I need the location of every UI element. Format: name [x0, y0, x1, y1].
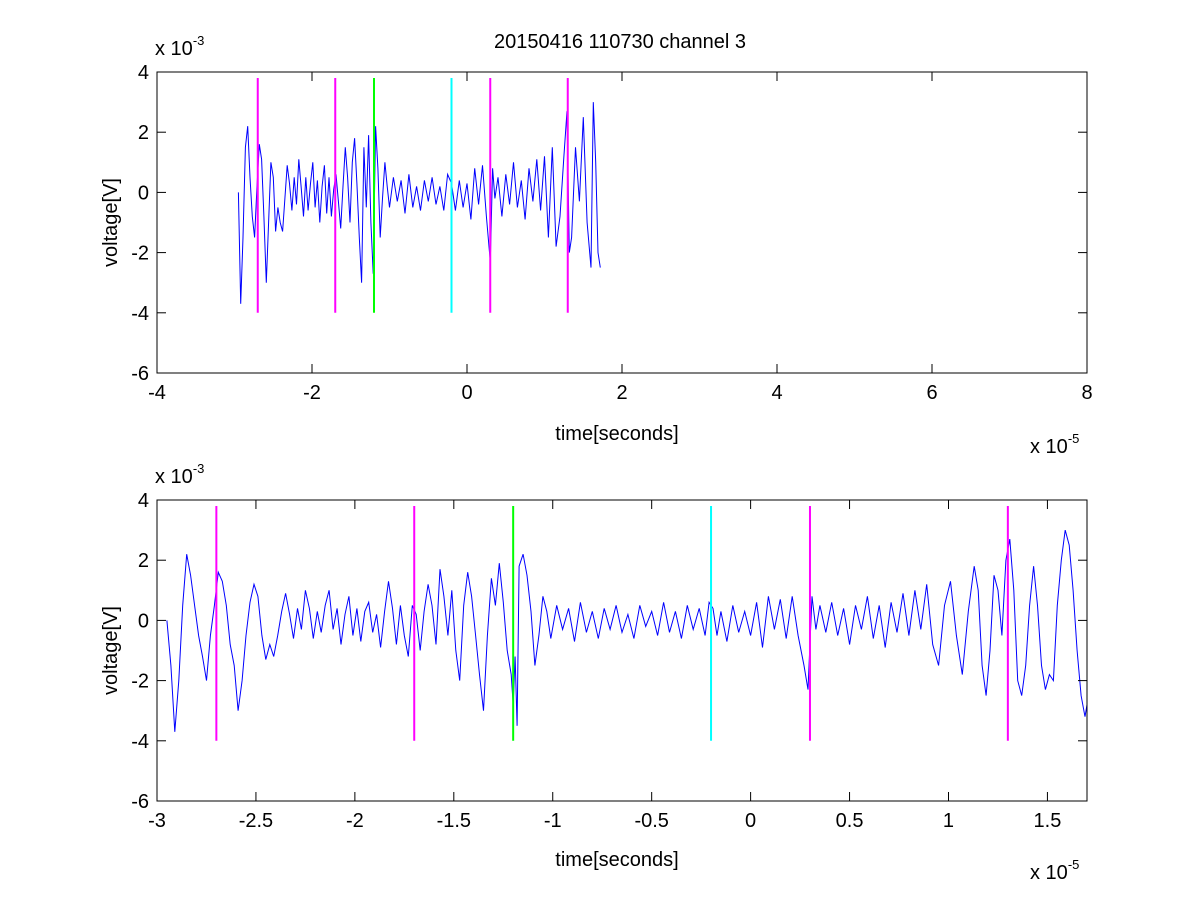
- top-y-multiplier-exponent: -3: [193, 33, 205, 48]
- x-tick-label: -4: [148, 382, 166, 404]
- x-tick-label: 4: [771, 382, 782, 404]
- bottom-y-multiplier-base: x 10: [155, 466, 193, 488]
- y-tick-label: -6: [131, 791, 149, 813]
- y-tick-label: 2: [138, 550, 149, 572]
- top-x-multiplier-exponent: -5: [1068, 431, 1080, 446]
- top-x-multiplier-base: x 10: [1030, 436, 1068, 458]
- bottom-plot-marks: [166, 506, 1088, 741]
- bottom-y-axis-label: voltage[V]: [100, 606, 122, 695]
- bottom-axis-ticks: [156, 499, 1087, 802]
- x-tick-label: -2: [303, 382, 321, 404]
- x-tick-label: -1: [544, 810, 562, 832]
- y-tick-label: 0: [138, 182, 149, 204]
- x-tick-label: 1.5: [1034, 810, 1062, 832]
- y-tick-label: 4: [138, 62, 149, 84]
- x-tick-label: 6: [926, 382, 937, 404]
- bottom-tick-labels: -3 -2.5 -2 -1.5 -1 -0.5 0 0.5 1 1.5 -6 -4 -2 0 2 4: [131, 490, 1061, 832]
- top-y-multiplier: x 10-3: [155, 33, 204, 60]
- top-plot-marks: [237, 78, 601, 313]
- y-tick-label: 0: [138, 610, 149, 632]
- y-tick-label: 2: [138, 122, 149, 144]
- bottom-plot-frame: [156, 499, 1088, 802]
- bottom-x-multiplier-base: x 10: [1030, 862, 1068, 884]
- x-tick-label: 8: [1081, 382, 1092, 404]
- signal-line: [237, 102, 601, 304]
- y-tick-label: -2: [131, 243, 149, 265]
- top-x-axis-label: time[seconds]: [555, 423, 678, 445]
- x-tick-label: 0.5: [836, 810, 864, 832]
- top-axis-ticks: [156, 71, 1088, 374]
- bottom-x-axis-label: time[seconds]: [555, 849, 678, 871]
- x-tick-label: -2: [346, 810, 364, 832]
- bottom-x-multiplier: x 10-5: [1030, 857, 1079, 884]
- x-tick-label: 0: [461, 382, 472, 404]
- bottom-y-multiplier-exponent: -3: [193, 461, 205, 476]
- y-tick-label: -4: [131, 303, 149, 325]
- x-tick-label: 1: [943, 810, 954, 832]
- x-tick-label: -2.5: [239, 810, 273, 832]
- top-x-multiplier: x 10-5: [1030, 431, 1079, 458]
- x-tick-label: -1.5: [437, 810, 471, 832]
- y-tick-label: -4: [131, 731, 149, 753]
- bottom-x-multiplier-exponent: -5: [1068, 857, 1080, 872]
- y-tick-label: -2: [131, 671, 149, 693]
- x-tick-label: -0.5: [634, 810, 668, 832]
- top-y-multiplier-base: x 10: [155, 38, 193, 60]
- bottom-subplot: -3 -2.5 -2 -1.5 -1 -0.5 0 0.5 1 1.5 -6 -4 -2 0 2 4 time…: [100, 461, 1088, 884]
- top-y-axis-label: voltage[V]: [100, 178, 122, 267]
- x-tick-label: 0: [745, 810, 756, 832]
- chart-title: 20150416 110730 channel 3: [494, 31, 746, 53]
- y-tick-label: 4: [138, 490, 149, 512]
- x-tick-label: -3: [148, 810, 166, 832]
- signal-line: [166, 529, 1088, 732]
- x-tick-label: 2: [616, 382, 627, 404]
- top-plot-frame: [156, 71, 1088, 374]
- y-tick-label: -6: [131, 363, 149, 385]
- bottom-y-multiplier: x 10-3: [155, 461, 204, 488]
